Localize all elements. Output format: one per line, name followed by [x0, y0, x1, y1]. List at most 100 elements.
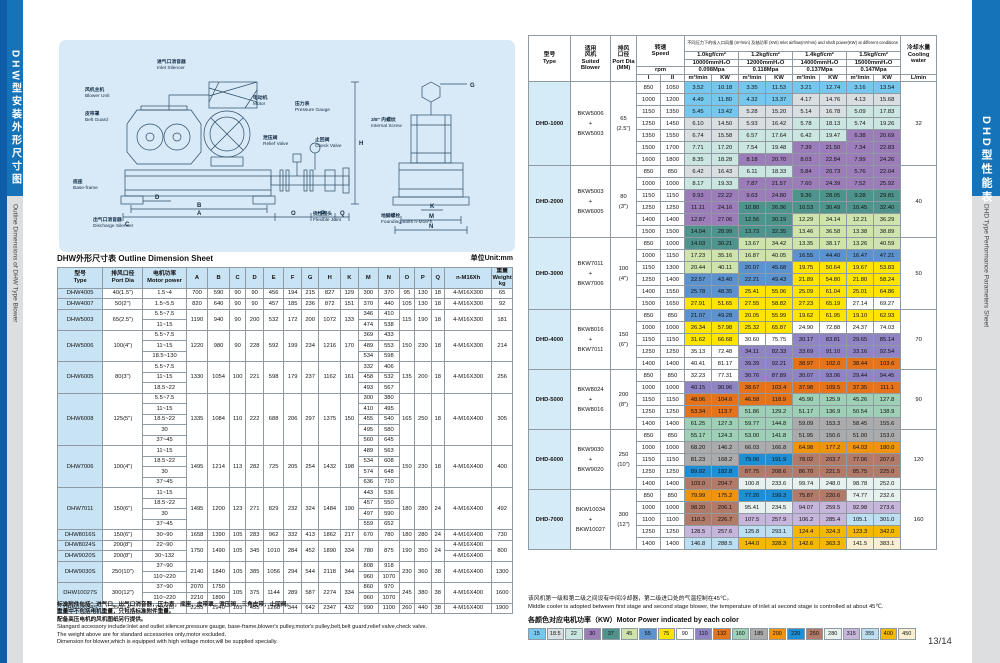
col-dim-O: O [398, 267, 416, 289]
airflow-m3min: 75.87 [792, 489, 820, 502]
shaft-power-kw: 208.6 [765, 465, 793, 478]
dim-N: 433 [378, 329, 400, 341]
col-motor-power: 电机功率 Motor power [142, 267, 187, 289]
airflow-m3min: 79.06 [738, 453, 766, 466]
shaft-power-kw: 29.81 [872, 189, 902, 202]
speed-II: 1100 [660, 513, 685, 526]
table-row: 1150 1150 48.06 104.6 46.58 118.9 45.90 125.9 45… [529, 393, 937, 406]
dhw-title-en: Outline Dimension Sheet [118, 254, 214, 263]
airflow-m3min: 92.98 [846, 501, 874, 514]
airflow-m3min: 35.13 [684, 345, 712, 358]
airflow-m3min: 30.76 [738, 369, 766, 382]
airflow-m3min: 10.45 [846, 201, 874, 214]
dim-H: 2347 [318, 602, 342, 614]
left-sidebar-title-cn: DHW型安装外形尺寸图 [9, 50, 21, 187]
airflow-m3min: 5.84 [792, 165, 820, 178]
flow-header-1: m³/min [684, 73, 712, 82]
shaft-power-kw: 64.86 [872, 285, 902, 298]
airflow-m3min: 5.93 [738, 117, 766, 130]
dim-N: 710 [378, 476, 400, 488]
kw-header-4: KW [872, 73, 902, 82]
cooling-water: 32 [900, 81, 938, 166]
speed-I: 850 [636, 309, 661, 322]
dim-O: 135 [398, 361, 416, 394]
airflow-m3min: 59.77 [738, 417, 766, 430]
motor-power: 37~45 [142, 518, 187, 530]
shaft-power-kw: 24.26 [872, 153, 902, 166]
shaft-power-kw: 30.49 [819, 201, 847, 214]
col-dim-C: C [228, 267, 247, 289]
suited-blower: BKW5003 + BKW6005 [570, 165, 611, 238]
dim-D: 345 [245, 539, 264, 562]
airflow-m3min: 51.00 [846, 429, 874, 442]
dim-M: 860 [357, 581, 380, 593]
dim-F: 289 [283, 581, 302, 604]
airflow-m3min: 6.42 [684, 165, 712, 178]
port-dia: 125(5") [102, 392, 144, 446]
airflow-m3min: 12.21 [846, 213, 874, 226]
dim-H: 872 [318, 298, 342, 310]
speed-I: 1000 [636, 249, 661, 262]
table-row: 30 497 590 [58, 508, 513, 520]
bolt-spec: 4-M16X400 [443, 539, 493, 551]
shaft-power-kw: 19.48 [765, 141, 793, 154]
dim-H: 827 [318, 287, 342, 299]
dim-E: 725 [262, 445, 285, 488]
speed-col-2: II [660, 73, 685, 82]
dimension-letter-D: D [155, 195, 160, 201]
legend-swatch-280kw: 280 [824, 628, 842, 640]
dim-G: 236 [300, 298, 320, 310]
airflow-m3min: 3.35 [738, 81, 766, 94]
left-sidebar-title-en: Outline Dimensions of DHW Type Blower [11, 204, 19, 323]
airflow-m3min: 7.52 [846, 177, 874, 190]
airflow-m3min: 21.89 [792, 273, 820, 286]
dim-H: 2274 [318, 581, 342, 604]
speed-II: 1000 [660, 237, 685, 250]
dhw-table-title: DHW外形尺寸表 Outline Dimension Sheet 单位Unit:… [57, 253, 513, 266]
shaft-power-kw: 109.5 [819, 381, 847, 394]
port-dia: 50(2") [102, 298, 144, 310]
table-row: DHW4007 50(2") 1.5~5.5 820 640 90 90 457 185 236 8… [56, 298, 513, 310]
right-sidebar-blue-band [972, 0, 1000, 196]
dim-C: 110 [228, 392, 247, 446]
table-row: DHD-5000 BKW8024 + BKW8016 200 (8") 850 850 3… [528, 369, 938, 430]
airflow-m3min: 8.03 [792, 153, 820, 166]
dimension-letter-H: H [359, 141, 363, 147]
port-dia: 150(6") [102, 487, 144, 530]
shaft-power-kw: 21.50 [819, 141, 847, 154]
airflow-m3min: 3.52 [684, 81, 712, 94]
shaft-power-kw: 47.21 [872, 249, 902, 262]
shaft-power-kw: 32.35 [765, 225, 793, 238]
col-type: 型号 Type [56, 267, 104, 289]
airflow-m3min: 33.16 [846, 345, 874, 358]
airflow-m3min: 8.18 [738, 153, 766, 166]
airflow-m3min: 45.90 [792, 393, 820, 406]
airflow-m3min: 95.41 [738, 501, 766, 514]
shaft-power-kw: 32.40 [872, 201, 902, 214]
motor-power: 37~90 [142, 560, 187, 572]
shaft-power-kw: 207.0 [872, 453, 902, 466]
legend-swatch-90kw: 90 [676, 628, 694, 640]
shaft-power-kw: 13.42 [711, 105, 739, 118]
airflow-m3min: 27.14 [846, 297, 874, 310]
dim-K: 344 [340, 560, 359, 583]
dimension-letter-Q: Q [340, 211, 345, 217]
dim-Q: 18 [430, 308, 445, 331]
label-en: Pressure Gauge [295, 107, 330, 113]
airflow-m3min: 99.74 [792, 477, 820, 490]
dim-M: 369 [357, 329, 380, 341]
shaft-power-kw: 141.8 [765, 429, 793, 442]
airflow-m3min: 98.20 [684, 501, 712, 514]
label-en: Relief Valve [263, 141, 289, 147]
dim-D: 90 [245, 298, 264, 310]
airflow-m3min: 105.1 [846, 513, 874, 526]
speed-I: 1250 [636, 117, 661, 130]
motor-power: 18.5~22 [142, 455, 187, 467]
airflow-m3min: 6.38 [846, 129, 874, 142]
footnote-en-3: Dimension for blower,which is equipped w… [57, 639, 278, 646]
model-name: DHD-3000 [528, 237, 571, 310]
airflow-m3min: 32.23 [684, 369, 712, 382]
dim-O: 180 [398, 529, 416, 541]
legend-swatch-450kw: 450 [898, 628, 916, 640]
